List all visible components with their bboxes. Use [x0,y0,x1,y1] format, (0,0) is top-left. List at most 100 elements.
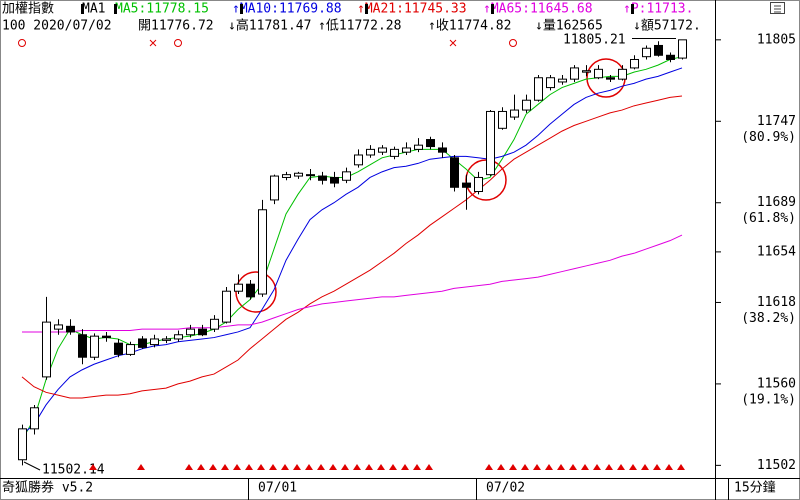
candle-body [270,175,279,201]
signal-triangle [677,464,685,470]
candle-body [390,148,399,157]
y-tick-label: 11560 [757,376,796,391]
signal-o [174,39,182,47]
footer-left: 奇狐勝券 v5.2 [2,480,93,496]
candle-body [510,109,519,118]
candle-body [66,325,75,333]
signal-triangle [653,464,661,470]
signal-o [18,39,26,47]
signal-triangle [281,464,289,470]
y-tick-label: 11654 [757,244,796,259]
signal-triangle [269,464,277,470]
fib-label: (38.2%) [741,311,796,326]
candle-body [498,110,507,129]
candle-body [462,182,471,188]
signal-triangle [317,464,325,470]
candle-body [78,334,87,358]
candle-body [102,335,111,339]
signal-triangle [377,464,385,470]
candle-body [222,290,231,323]
signal-triangle [305,464,313,470]
candle-body [126,344,135,355]
signal-triangle [569,464,577,470]
candle-body [246,283,255,298]
signal-triangle [629,464,637,470]
header-item: ↑P:11713. [623,2,693,17]
signal-triangle [497,464,505,470]
signal-triangle [641,464,649,470]
candle-body [654,44,663,56]
footer-right: 15分鐘 [734,480,776,496]
signal-triangle [617,464,625,470]
candle-body [282,174,291,178]
candle-body [366,148,375,156]
signal-triangle [137,464,145,470]
fib-label: (61.8%) [741,211,796,226]
candle-body [258,209,267,295]
signal-triangle [413,464,421,470]
candle-body [210,318,219,330]
signal-triangle [425,464,433,470]
info-item: 開11776.72 [138,19,214,34]
candle-body [354,154,363,166]
candle-body [558,78,567,83]
signal-o [509,39,517,47]
header-item: ↑MA21:11745.33 [357,2,467,17]
candle-body [42,321,51,378]
signal-triangle [545,464,553,470]
x-tick-label: 07/01 [258,481,297,496]
ma-icon [240,4,243,14]
signal-triangle [89,464,97,470]
signal-triangle [197,464,205,470]
candle-body [642,47,651,58]
candle-body [330,176,339,184]
ma-line [21,95,683,399]
candle-body [450,157,459,188]
signal-triangle [485,464,493,470]
x-tick-label: 07/02 [486,481,525,496]
candle-body [486,110,495,176]
signal-triangle [209,464,217,470]
y-tick-label: 11747 [757,114,796,129]
signal-triangle [533,464,541,470]
y-tick-label: 11689 [757,195,796,210]
signal-x [149,39,457,47]
signal-triangle [593,464,601,470]
candle-body [606,77,615,80]
candle-body [54,324,63,330]
info-item: ↑收11774.82 [428,19,511,34]
signal-triangle [329,464,337,470]
header-item: ↑MA10:11769.88 [232,2,342,17]
y-tick-label: 11502 [757,458,796,473]
signal-triangle [221,464,229,470]
ma-icon [631,4,634,14]
signal-triangle [185,464,193,470]
low-label: 11502.14 [42,463,105,478]
candle-body [522,99,531,111]
candle-body [150,338,159,346]
candle-body [30,407,39,430]
signal-triangle [389,464,397,470]
info-item: ↑低11772.28 [318,19,401,34]
candle-body [546,77,555,89]
header-item: MA5:11778.15 [115,2,209,17]
high-label: 11805.21 [563,33,626,48]
candle-body [342,171,351,181]
menu-icon[interactable] [770,2,785,14]
candle-body [570,67,579,80]
candle-body [198,328,207,336]
header-item: 加權指數 [2,2,54,17]
signal-triangle [521,464,529,470]
signal-markers [18,39,626,313]
y-tick-label: 11618 [757,295,796,310]
ma-line [22,234,683,333]
candle-body [114,342,123,355]
info-item: 100 2020/07/02 [2,19,112,34]
signal-triangle [353,464,361,470]
signal-triangle [245,464,253,470]
fib-label: (19.1%) [741,392,796,407]
signal-triangle [581,464,589,470]
candle-body [186,328,195,336]
signal-triangle [293,464,301,470]
